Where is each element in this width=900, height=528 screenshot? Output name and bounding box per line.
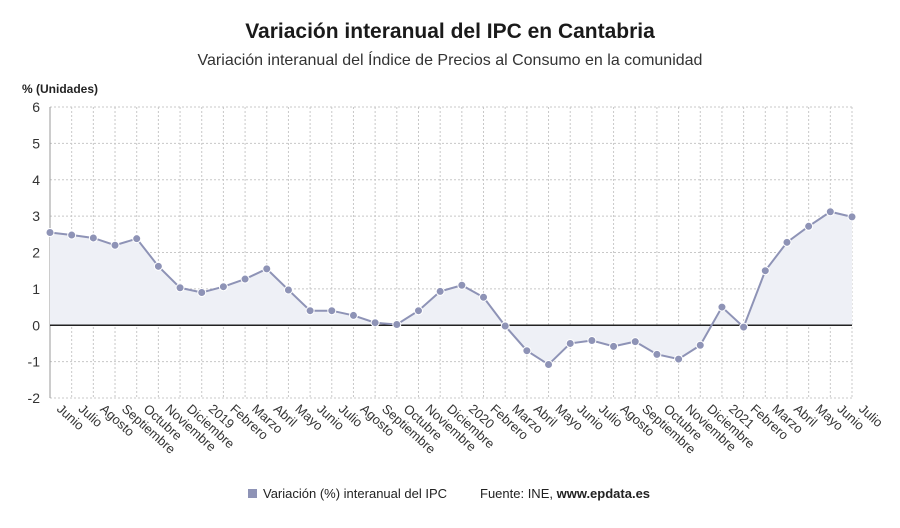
data-point <box>197 288 207 298</box>
data-point <box>175 283 185 293</box>
y-tick-label: -2 <box>28 390 41 406</box>
data-point <box>717 302 727 312</box>
data-point <box>67 230 77 240</box>
data-point <box>825 207 835 217</box>
data-point <box>739 322 749 332</box>
data-point <box>110 240 120 250</box>
data-point <box>45 227 55 237</box>
data-point <box>283 285 293 295</box>
legend-swatch <box>248 489 257 498</box>
legend-label: Variación (%) interanual del IPC <box>263 486 448 501</box>
data-point <box>348 310 358 320</box>
y-axis-label: % (Unidades) <box>22 82 99 96</box>
data-point <box>565 338 575 348</box>
data-point <box>674 354 684 364</box>
data-point <box>782 237 792 247</box>
data-point <box>305 306 315 316</box>
data-point <box>218 282 228 292</box>
source-site: www.epdata.es <box>556 486 651 501</box>
y-tick-label: 3 <box>32 208 40 224</box>
data-point <box>413 306 423 316</box>
y-tick-label: 4 <box>32 172 40 188</box>
data-point <box>695 340 705 350</box>
data-point <box>153 261 163 271</box>
data-point <box>609 341 619 351</box>
chart-subtitle: Variación interanual del Índice de Preci… <box>197 52 703 69</box>
source-note: Fuente: INE, www.epdata.es <box>480 486 650 501</box>
area-fill <box>50 211 852 365</box>
y-tick-label: -1 <box>28 354 41 370</box>
y-tick-label: 5 <box>32 135 40 151</box>
data-point <box>132 234 142 244</box>
data-point <box>457 280 467 290</box>
data-point <box>435 286 445 296</box>
chart-title: Variación interanual del IPC en Cantabri… <box>245 20 655 43</box>
data-point <box>262 264 272 274</box>
data-point <box>479 292 489 302</box>
y-tick-label: 0 <box>32 317 40 333</box>
data-point <box>240 274 250 284</box>
source-prefix: Fuente: INE, <box>480 486 557 501</box>
y-tick-label: 2 <box>32 245 40 261</box>
data-point <box>760 266 770 276</box>
data-point <box>544 360 554 370</box>
data-point <box>587 336 597 346</box>
legend: Variación (%) interanual del IPC <box>248 486 447 501</box>
data-point <box>847 212 857 222</box>
data-point <box>804 221 814 231</box>
y-tick-label: 1 <box>32 281 40 297</box>
data-point <box>370 318 380 328</box>
data-point <box>327 306 337 316</box>
data-point <box>392 320 402 330</box>
data-point <box>630 337 640 347</box>
data-point <box>500 321 510 331</box>
data-point <box>88 233 98 243</box>
data-point <box>522 346 532 356</box>
y-tick-label: 6 <box>32 99 40 115</box>
data-point <box>652 349 662 359</box>
